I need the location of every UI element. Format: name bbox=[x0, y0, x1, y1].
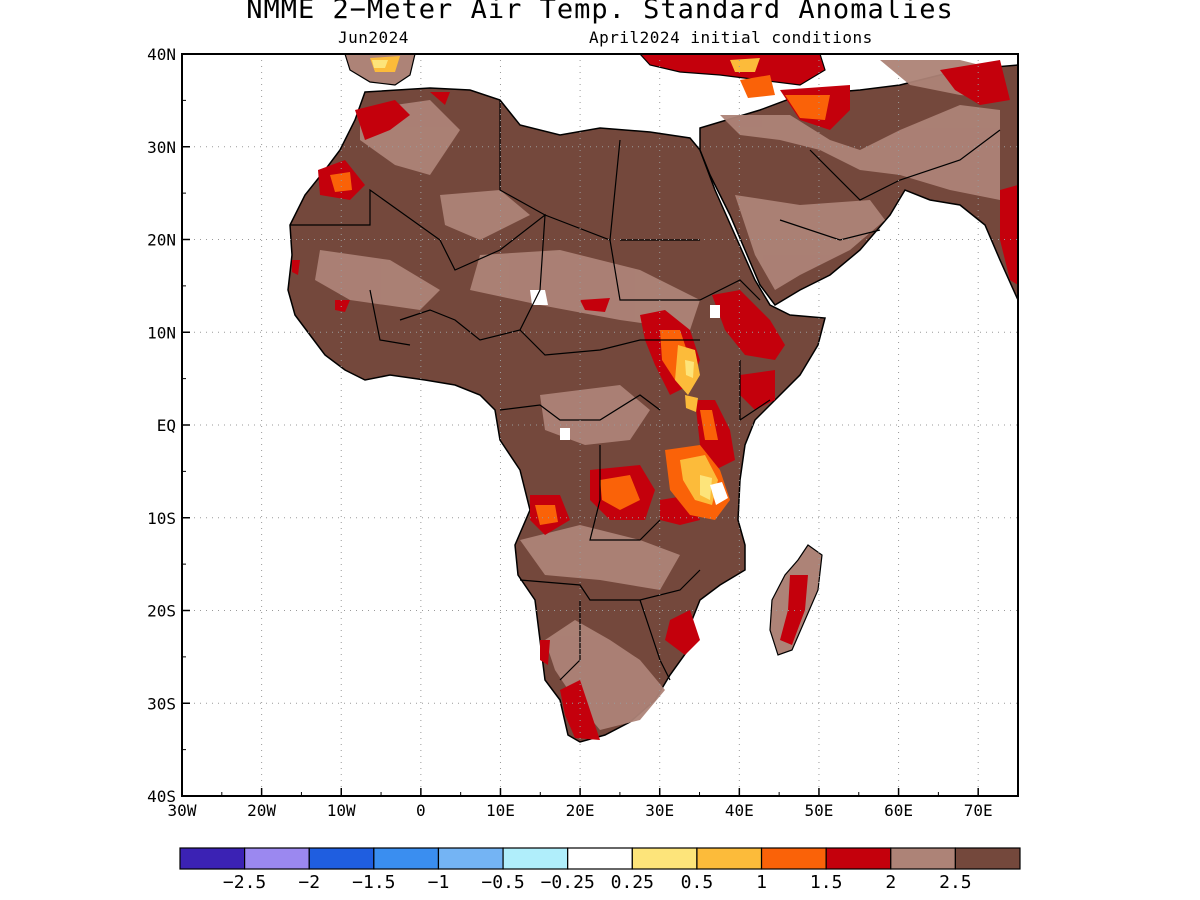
colorbar-label: −2.5 bbox=[223, 872, 266, 893]
colorbar-swatch bbox=[437, 847, 504, 870]
colorbar-swatch bbox=[179, 847, 246, 870]
latitude-labels: 40N 30N 20N 10N EQ 10S 20S 30S 40S bbox=[147, 45, 176, 806]
lon-tick-label: 40E bbox=[725, 801, 754, 820]
colorbar-label: −2 bbox=[298, 872, 320, 893]
colorbar-swatch bbox=[631, 847, 698, 870]
colorbar-swatch bbox=[825, 847, 892, 870]
lon-tick-label: 30E bbox=[645, 801, 674, 820]
lon-tick-label: 30W bbox=[168, 801, 197, 820]
lon-tick-label: 10E bbox=[486, 801, 515, 820]
lat-tick-label: 40S bbox=[147, 787, 176, 806]
colorbar-label: 0.5 bbox=[681, 872, 714, 893]
lon-tick-label: 70E bbox=[964, 801, 993, 820]
lat-tick-label: 20N bbox=[147, 231, 176, 250]
colorbar-swatch bbox=[954, 847, 1021, 870]
lon-tick-label: 20E bbox=[566, 801, 595, 820]
lat-tick-label: 10N bbox=[147, 323, 176, 342]
colorbar-label: 0.25 bbox=[611, 872, 654, 893]
lon-tick-label: 60E bbox=[884, 801, 913, 820]
initial-conditions: April2024 initial conditions bbox=[589, 28, 873, 47]
colorbar-swatch bbox=[244, 847, 310, 870]
colorbar-swatch bbox=[760, 847, 827, 870]
neutral-regions bbox=[530, 290, 728, 505]
lat-tick-label: 20S bbox=[147, 602, 176, 621]
lon-tick-label: 20W bbox=[247, 801, 276, 820]
longitude-labels: 30W 20W 10W 0 10E 20E 30E 40E 50E 60E 70E bbox=[168, 801, 993, 820]
weak-anomaly-regions bbox=[372, 60, 712, 500]
colorbar-label: −0.5 bbox=[481, 872, 524, 893]
gridlines bbox=[182, 54, 1018, 796]
colorbar-label: 2.5 bbox=[939, 872, 972, 893]
map-title: NMME 2−Meter Air Temp. Standard Anomalie… bbox=[246, 0, 954, 25]
land-layer bbox=[287, 54, 1018, 743]
colorbar-swatch bbox=[696, 847, 763, 870]
colorbar-swatch bbox=[373, 847, 440, 870]
lat-tick-label: 30S bbox=[147, 694, 176, 713]
colorbar-swatch bbox=[502, 847, 569, 870]
lon-tick-label: 10W bbox=[327, 801, 356, 820]
lat-tick-label: 10S bbox=[147, 509, 176, 528]
lat-tick-label: 40N bbox=[147, 45, 176, 64]
lat-tick-label: 30N bbox=[147, 138, 176, 157]
colorbar-label: 1.5 bbox=[810, 872, 843, 893]
colorbar-label: −0.25 bbox=[541, 872, 595, 893]
colorbar-labels: −2.5 −2 −1.5 −1 −0.5 −0.25 0.25 0.5 1 1.5 2 2.5 bbox=[223, 872, 972, 893]
lon-tick-label: 50E bbox=[804, 801, 833, 820]
colorbar-label: −1.5 bbox=[352, 872, 395, 893]
lon-tick-label: 0 bbox=[416, 801, 426, 820]
lat-tick-label: EQ bbox=[157, 416, 176, 435]
colorbar bbox=[179, 847, 1021, 870]
colorbar-swatch bbox=[890, 847, 956, 870]
colorbar-swatch bbox=[308, 847, 375, 870]
valid-month: Jun2024 bbox=[338, 28, 409, 47]
colorbar-swatch bbox=[567, 847, 633, 870]
axis-ticks bbox=[181, 53, 979, 797]
colorbar-label: −1 bbox=[428, 872, 450, 893]
colorbar-label: 2 bbox=[885, 872, 896, 893]
colorbar-label: 1 bbox=[756, 872, 767, 893]
